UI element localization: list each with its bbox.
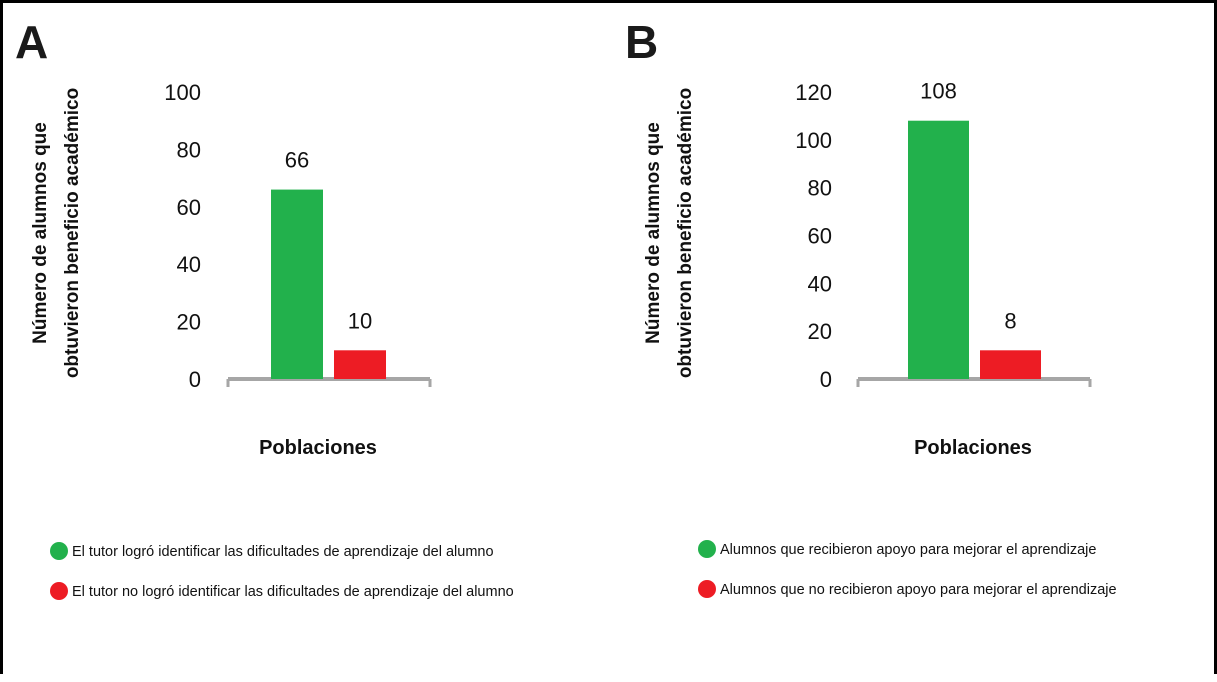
y-tick-label-b: 0 bbox=[820, 367, 832, 392]
legend-b: Alumnos que recibieron apoyo para mejora… bbox=[698, 540, 1117, 598]
y-tick-label-a: 40 bbox=[177, 252, 201, 277]
x-axis-label-a: Poblaciones bbox=[259, 437, 377, 459]
panel-b: B Número de alumnos que obtuvieron benef… bbox=[625, 16, 1117, 598]
panel-label-a: A bbox=[15, 16, 48, 68]
y-ticks-b: 0 20 40 60 80 100 120 bbox=[795, 80, 832, 392]
x-axis-a bbox=[226, 377, 432, 387]
y-tick-label-b: 20 bbox=[808, 319, 832, 344]
data-label-b-2: 8 bbox=[1004, 308, 1016, 333]
data-label-a-2: 10 bbox=[348, 308, 372, 333]
legend-marker-b-2 bbox=[698, 580, 716, 598]
figure-canvas: A Número de alumnos que obtuvieron benef… bbox=[15, 16, 1117, 600]
bar-b-1 bbox=[908, 120, 969, 379]
y-tick-label-b: 80 bbox=[808, 176, 832, 201]
y-axis-label-b-line2: obtuvieron beneficio académico bbox=[675, 88, 696, 378]
y-axis-label-a-line1: Número de alumnos que bbox=[30, 122, 51, 344]
bars-b bbox=[908, 120, 1041, 379]
panel-a: A Número de alumnos que obtuvieron benef… bbox=[15, 16, 514, 600]
bar-a-1 bbox=[271, 189, 323, 379]
data-labels-a: 66 10 bbox=[285, 148, 372, 334]
bars-a bbox=[271, 189, 386, 379]
y-tick-label-b: 60 bbox=[808, 224, 832, 249]
bar-b-2 bbox=[980, 350, 1041, 379]
y-tick-label-b: 40 bbox=[808, 271, 832, 296]
y-axis-label-a-line2: obtuvieron beneficio académico bbox=[62, 88, 83, 378]
panel-label-b: B bbox=[625, 16, 658, 68]
y-tick-label-a: 100 bbox=[164, 80, 201, 105]
y-axis-label-b-line1: Número de alumnos que bbox=[643, 122, 664, 344]
legend-marker-a-2 bbox=[50, 582, 68, 600]
y-tick-label-b: 100 bbox=[795, 128, 832, 153]
legend-marker-a-1 bbox=[50, 542, 68, 560]
legend-a: El tutor logró identificar las dificulta… bbox=[50, 542, 514, 600]
data-label-b-1: 108 bbox=[920, 79, 957, 104]
data-labels-b: 108 8 bbox=[920, 79, 1016, 334]
x-axis-label-b: Poblaciones bbox=[914, 437, 1032, 459]
legend-label-a-1: El tutor logró identificar las dificulta… bbox=[72, 544, 494, 560]
y-tick-label-a: 0 bbox=[189, 367, 201, 392]
legend-marker-b-1 bbox=[698, 540, 716, 558]
legend-label-b-1: Alumnos que recibieron apoyo para mejora… bbox=[720, 542, 1096, 558]
y-tick-label-b: 120 bbox=[795, 80, 832, 105]
data-label-a-1: 66 bbox=[285, 148, 309, 173]
bar-a-2 bbox=[334, 350, 386, 379]
x-axis-b bbox=[856, 377, 1092, 387]
y-ticks-a: 0 20 40 60 80 100 bbox=[164, 80, 201, 392]
legend-label-b-2: Alumnos que no recibieron apoyo para mej… bbox=[720, 582, 1117, 598]
legend-label-a-2: El tutor no logró identificar las dificu… bbox=[72, 584, 514, 600]
y-tick-label-a: 20 bbox=[177, 310, 201, 335]
y-tick-label-a: 80 bbox=[177, 137, 201, 162]
y-tick-label-a: 60 bbox=[177, 195, 201, 220]
